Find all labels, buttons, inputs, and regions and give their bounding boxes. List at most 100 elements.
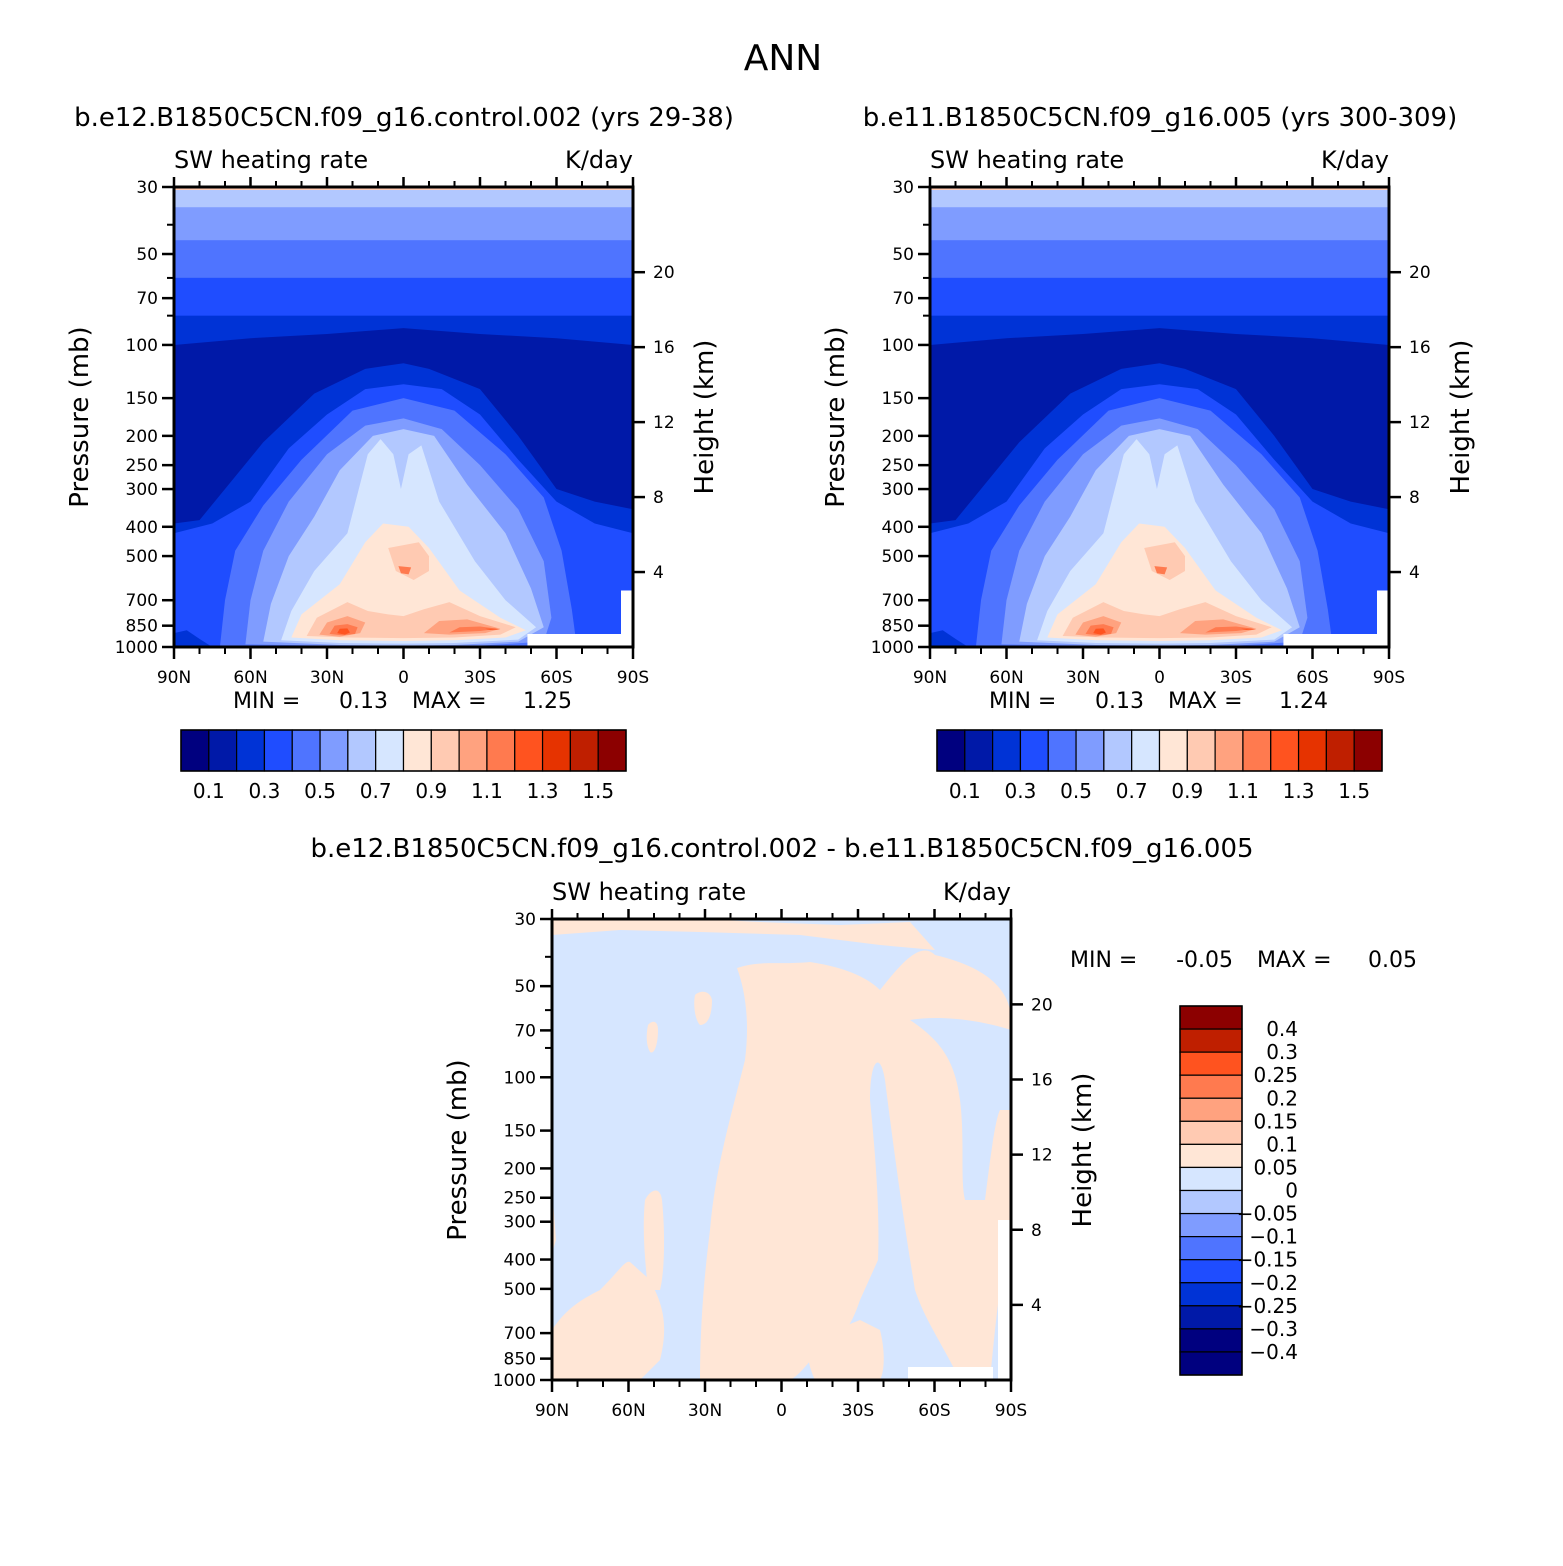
y-tick-label: 500: [504, 1280, 536, 1300]
colorbar-label: −0.3: [1249, 1317, 1298, 1341]
colorbar-label: 0.4: [1266, 1017, 1298, 1041]
y-tick-label: 850: [126, 617, 158, 637]
y-tick-label: 30: [514, 910, 536, 930]
max-label: MAX =: [1168, 689, 1243, 714]
y-right-tick-label: 12: [653, 413, 675, 433]
x-tick-label: 60N: [611, 1401, 645, 1421]
colorbar-swatch: [1179, 1166, 1243, 1192]
colorbar-swatch: [541, 729, 571, 772]
colorbar-swatch: [319, 729, 349, 772]
y-tick-label: 200: [504, 1159, 536, 1179]
colorbar-swatch: [1179, 1189, 1243, 1215]
colorbar-swatch: [1179, 1120, 1243, 1145]
y-tick-label: 250: [126, 456, 158, 476]
colorbar-swatch: [208, 729, 238, 772]
x-tick-label: 30S: [464, 668, 496, 688]
colorbar-swatch: [1047, 729, 1077, 772]
colorbar-label: 1.5: [582, 779, 614, 803]
contour-level: [1144, 542, 1185, 580]
y-right-tick-label: 8: [653, 488, 664, 508]
contour-level: [174, 630, 213, 647]
missing-data: [621, 590, 633, 647]
x-tick-label: 30N: [688, 1401, 722, 1421]
colorbar-swatch: [992, 729, 1022, 772]
colorbar-swatch: [1179, 1028, 1243, 1053]
colorbar-swatch: [1179, 1282, 1243, 1307]
y-tick-label: 300: [126, 480, 158, 500]
min-label: MIN =: [989, 689, 1056, 714]
panel-title: b.e12.B1850C5CN.f09_g16.control.002 - b.…: [310, 834, 1253, 864]
y-tick-label: 70: [514, 1021, 536, 1041]
colorbar-swatch: [1179, 1143, 1243, 1169]
panel-difference: b.e12.B1850C5CN.f09_g16.control.002 - b.…: [310, 834, 1417, 1421]
y-tick-label: 250: [504, 1189, 536, 1209]
panel-variable-label: SW heating rate: [552, 878, 746, 906]
y-tick-label: 850: [504, 1350, 536, 1370]
contour-level: [174, 277, 633, 316]
y-right-tick-label: 4: [1031, 1296, 1042, 1316]
contour-level: [337, 628, 350, 635]
missing-data: [1377, 590, 1389, 647]
y-tick-label: 500: [882, 547, 914, 567]
panel-units-label: K/day: [943, 878, 1011, 906]
colorbar-label: −0.25: [1237, 1294, 1298, 1318]
contour-field: [552, 919, 1011, 1380]
colorbar-swatch: [1179, 1212, 1243, 1238]
min-label: MIN =: [233, 689, 300, 714]
contour-field: [174, 187, 633, 647]
y-right-tick-label: 12: [1409, 413, 1431, 433]
y-tick-label: 400: [126, 518, 158, 538]
contour-level: [388, 542, 429, 580]
contour-level: [1154, 566, 1168, 575]
y-tick-label: 700: [126, 591, 158, 611]
colorbar-swatch: [1214, 729, 1244, 772]
y-tick-label: 100: [504, 1068, 536, 1088]
max-value: 1.24: [1279, 689, 1328, 714]
y-tick-label: 200: [126, 427, 158, 447]
colorbar-label: 0.3: [249, 779, 281, 803]
colorbar-label: 0: [1285, 1179, 1298, 1203]
y-right-tick-label: 8: [1031, 1221, 1042, 1241]
colorbar-swatch: [375, 729, 405, 772]
y-axis-label: Pressure (mb): [821, 326, 851, 507]
y-tick-label: 500: [126, 547, 158, 567]
x-tick-label: 60S: [918, 1401, 950, 1421]
panel-units-label: K/day: [1321, 146, 1389, 174]
colorbar-swatch: [1179, 1074, 1243, 1099]
x-tick-label: 0: [776, 1401, 787, 1421]
y-tick-label: 300: [882, 480, 914, 500]
y-tick-label: 250: [882, 456, 914, 476]
contour-fill: [930, 187, 1389, 647]
colorbar-label: 0.7: [1116, 779, 1148, 803]
panel-title: b.e12.B1850C5CN.f09_g16.control.002 (yrs…: [74, 103, 734, 133]
colorbar-label: 0.1: [949, 779, 981, 803]
colorbar-label: 0.3: [1005, 779, 1037, 803]
colorbar-label: 0.1: [193, 779, 225, 803]
contour-level: [1241, 628, 1257, 630]
y-tick-label: 1000: [493, 1371, 536, 1391]
y-tick-label: 70: [136, 289, 158, 309]
y-tick-label: 850: [882, 617, 914, 637]
colorbar-label: 0.5: [1060, 779, 1092, 803]
colorbar-swatch: [1179, 1005, 1243, 1030]
colorbar-swatch: [1353, 729, 1383, 772]
colorbar-label: −0.05: [1237, 1202, 1298, 1226]
colorbar-swatch: [1270, 729, 1300, 772]
contour-level: [1093, 628, 1106, 635]
colorbar-label: 1.1: [471, 779, 503, 803]
x-tick-label: 90N: [535, 1401, 569, 1421]
colorbar-swatch: [569, 729, 599, 772]
contour-level: [1205, 626, 1254, 633]
y-tick-label: 50: [136, 245, 158, 265]
x-tick-label: 90N: [157, 668, 191, 688]
colorbar-swatch: [514, 729, 544, 772]
colorbar-label: 1.3: [527, 779, 559, 803]
y-tick-label: 100: [126, 336, 158, 356]
colorbar-label: 0.2: [1266, 1086, 1298, 1110]
x-tick-label: 60S: [1296, 668, 1328, 688]
y-tick-label: 300: [504, 1213, 536, 1233]
min-label: MIN =: [1070, 948, 1137, 973]
x-tick-label: 90N: [913, 668, 947, 688]
